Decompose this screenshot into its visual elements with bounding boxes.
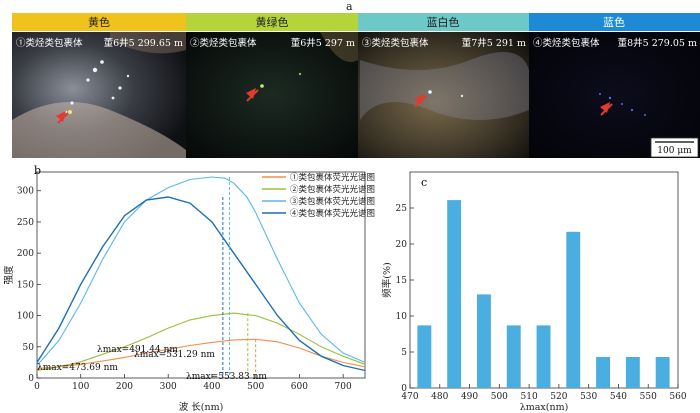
legend-label: ①类包裹体荧光光谱图 <box>290 172 375 183</box>
y-tick-label: 200 <box>17 249 34 259</box>
x-tick-label: 700 <box>335 382 352 392</box>
y-tick-label: 0 <box>401 384 407 394</box>
histogram-bar <box>477 294 491 388</box>
image-1-well: 董6井5 299.65 m <box>104 37 183 49</box>
arrow-icon <box>56 111 69 124</box>
x-axis-label: 波 长(nm) <box>179 401 224 413</box>
y-tick-label: 0 <box>28 374 34 384</box>
peak-annotation: λmax=553.83 nm <box>186 372 267 382</box>
plot-frame <box>36 171 366 379</box>
x-tick-label: 490 <box>461 392 478 402</box>
image-2-well: 董6井5 297 m <box>291 37 355 49</box>
x-tick-label: 500 <box>247 382 264 392</box>
series-line-3 <box>36 176 366 366</box>
panel-a-label: a <box>346 0 353 13</box>
y-tick-label: 300 <box>17 187 34 197</box>
image-2-label: ②类烃类包裹体 <box>190 37 257 49</box>
peak-annotation: λmax=531.29 nm <box>134 350 215 360</box>
x-tick-label: 510 <box>521 392 538 402</box>
legend-label: ④类包裹体荧光光谱图 <box>290 208 375 219</box>
y-tick-label: 25 <box>396 204 408 214</box>
series-line-2 <box>36 312 366 372</box>
micrograph-3 <box>358 32 529 158</box>
x-tick-label: 300 <box>160 382 177 392</box>
header-blue-white <box>358 13 529 31</box>
peak-annotation: λmax=491.44 nm <box>97 345 178 355</box>
header-yellow <box>12 13 186 31</box>
x-tick-label: 540 <box>610 392 627 402</box>
histogram-bar <box>655 357 670 388</box>
histogram-bar <box>625 357 640 388</box>
scale-bar-label: 100 μm <box>657 146 692 156</box>
header-blue-text: 蓝色 <box>603 15 625 29</box>
y-axis-label: 强度 <box>3 265 15 285</box>
x-tick-label: 530 <box>580 392 597 402</box>
micrograph-2 <box>186 32 358 158</box>
x-tick-label: 600 <box>291 382 308 392</box>
series-line-1 <box>36 338 366 370</box>
y-axis-label: 频率(%) <box>381 262 393 297</box>
series-line-4 <box>36 196 366 372</box>
scale-bar-box <box>650 137 699 158</box>
y-tick-label: 5 <box>401 348 407 358</box>
y-tick-label: 250 <box>17 218 34 228</box>
panel-b-label: b <box>34 164 41 177</box>
image-4-well: 董8井5 279.05 m <box>618 37 697 49</box>
image-3-well: 董7井5 291 m <box>462 37 526 49</box>
header-yellow-text: 黄色 <box>88 15 110 29</box>
x-tick-label: 550 <box>640 392 657 402</box>
histogram-bar <box>536 325 551 388</box>
header-yellow-green <box>186 13 358 31</box>
histogram-bar <box>596 357 610 388</box>
histogram-bar <box>506 325 521 388</box>
image-3-label: ③类烃类包裹体 <box>362 37 429 49</box>
image-4-label: ④类烃类包裹体 <box>533 37 600 49</box>
x-tick-label: 400 <box>203 382 220 392</box>
header-blue-white-text: 蓝白色 <box>427 15 460 29</box>
y-tick-label: 100 <box>17 312 34 322</box>
x-axis-label: λmax(nm) <box>520 402 569 413</box>
peak-annotation: λmax=473.69 nm <box>37 363 118 373</box>
x-tick-label: 100 <box>72 382 89 392</box>
panel-c-label: c <box>421 176 427 189</box>
histogram-bar <box>566 231 581 388</box>
x-tick-label: 470 <box>401 392 418 402</box>
y-tick-label: 15 <box>396 276 408 286</box>
header-yellow-green-text: 黄绿色 <box>256 15 289 29</box>
histogram-bar <box>417 325 432 388</box>
spectrum-chart: b 0 100 200 300 400 500 600 700 0 50 100 150 200 250 30… <box>3 164 375 413</box>
x-tick-label: 0 <box>34 382 40 392</box>
y-tick-label: 10 <box>396 312 408 322</box>
x-tick-label: 560 <box>669 392 686 402</box>
arrow-icon <box>414 94 427 108</box>
legend-label: ③类包裹体荧光光谱图 <box>290 196 375 207</box>
x-tick-label: 480 <box>431 392 448 402</box>
y-tick-label: 50 <box>23 343 35 353</box>
header-blue <box>529 13 700 31</box>
arrow-icon <box>246 88 259 102</box>
x-tick-label: 200 <box>116 382 133 392</box>
image-1-label: ①类烃类包裹体 <box>16 37 83 49</box>
x-tick-label: 500 <box>491 392 508 402</box>
legend-label: ②类包裹体荧光光谱图 <box>290 184 375 195</box>
x-tick-label: 520 <box>550 392 567 402</box>
y-tick-label: 150 <box>17 280 34 290</box>
arrow-icon <box>600 102 613 116</box>
y-tick-label: 20 <box>396 240 408 250</box>
micrograph-4 <box>529 32 700 158</box>
panel-a-strip: 黄色 黄绿色 蓝白色 蓝色 ①类烃类包裹体 董6井5 299.65 m ②类烃类… <box>12 13 700 158</box>
histogram-bar <box>447 200 462 388</box>
